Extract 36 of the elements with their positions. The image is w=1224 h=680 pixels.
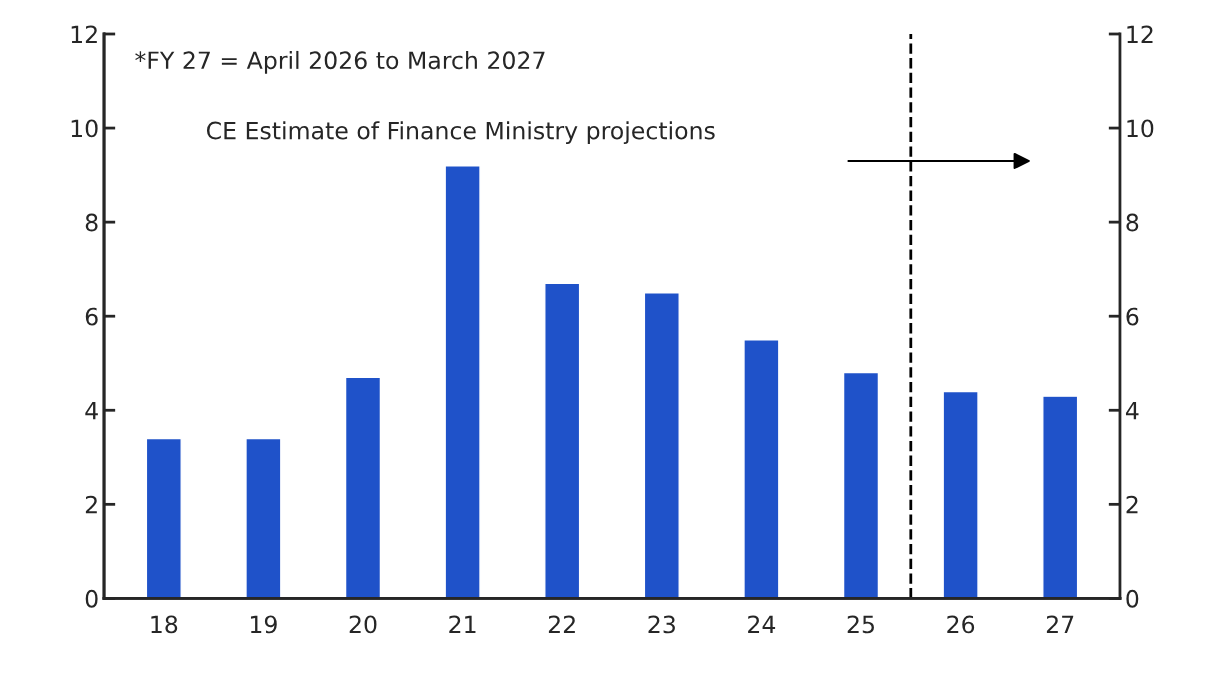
bar <box>145 437 182 599</box>
x-tick-label: 21 <box>449 615 476 634</box>
y2-tick-label: 6 <box>1126 307 1139 326</box>
x-tick-label: 26 <box>947 615 975 634</box>
y-tick-label: 0 <box>85 589 98 608</box>
bar <box>245 437 282 599</box>
bar <box>942 390 979 599</box>
y-tick-label: 4 <box>85 402 98 420</box>
bar <box>1042 395 1079 599</box>
y-tick-label: 6 <box>85 307 98 326</box>
y2-tick-label: 10 <box>1127 119 1154 138</box>
y-tick-label: 12 <box>71 25 97 43</box>
annotation: *FY 27 = April 2026 to March 2027 <box>135 50 545 74</box>
x-tick-label: 25 <box>847 615 874 634</box>
bar <box>444 164 481 599</box>
bar <box>344 376 382 599</box>
y-tick-label: 2 <box>85 495 97 514</box>
y-tick-label: 8 <box>85 213 98 232</box>
y2-tick-label: 0 <box>1126 589 1139 608</box>
y2-tick-label: 2 <box>1126 495 1138 514</box>
x-tick-label: 23 <box>648 615 675 634</box>
y-tick-label: 10 <box>71 119 98 138</box>
x-tick-label: 18 <box>151 615 178 634</box>
x-tick-label: 27 <box>1046 615 1074 634</box>
x-tick-label: 19 <box>250 615 277 634</box>
bar <box>743 339 780 599</box>
y2-tick-label: 12 <box>1127 25 1153 43</box>
y2-tick-label: 4 <box>1125 402 1139 420</box>
annotation: CE Estimate of Finance Ministry projections <box>206 121 715 145</box>
bar <box>842 371 880 599</box>
bar <box>544 282 581 599</box>
x-tick-label: 20 <box>349 615 377 634</box>
x-tick-label: 24 <box>748 615 776 634</box>
bar <box>643 291 680 599</box>
y2-tick-label: 8 <box>1126 213 1139 232</box>
x-tick-label: 22 <box>548 615 575 634</box>
